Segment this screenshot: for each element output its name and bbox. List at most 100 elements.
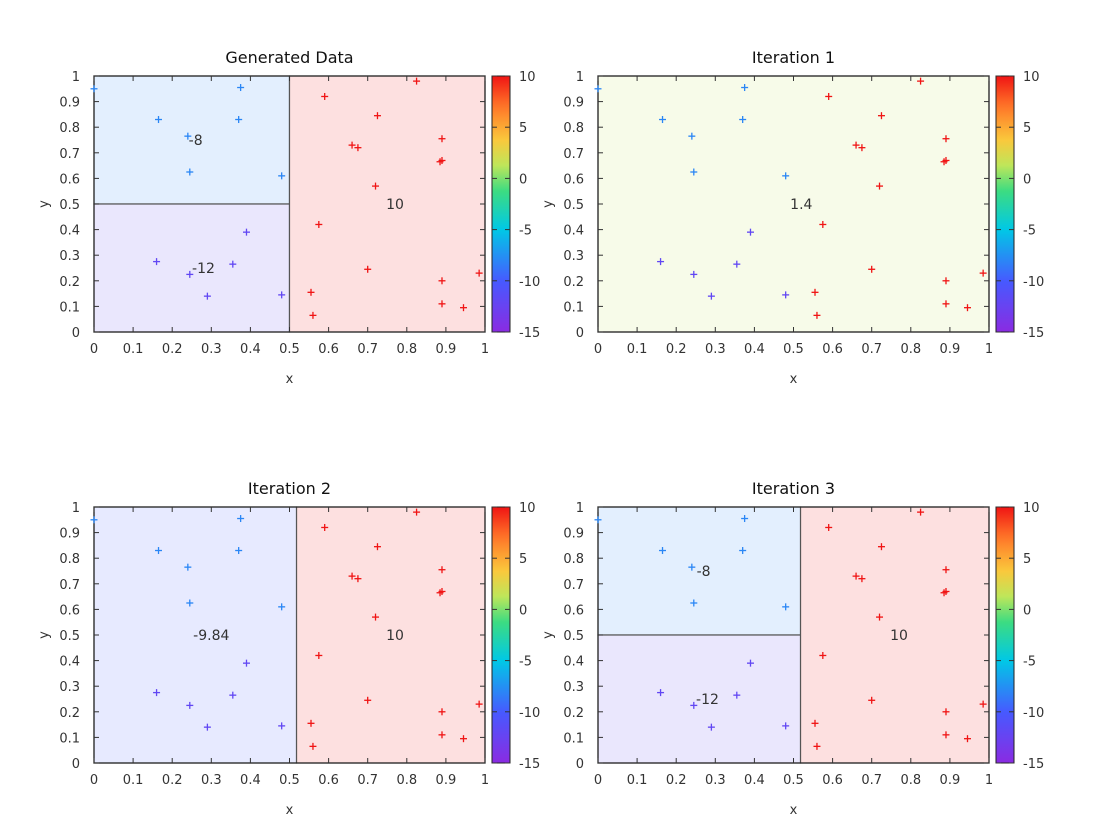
data-point [354,575,362,583]
y-axis-label: y [37,631,52,639]
x-tick-label: 0.5 [279,342,300,357]
data-point [278,291,286,299]
y-axis-label: y [541,631,556,639]
data-point [438,731,446,739]
colorbar-tick-label: 10 [1023,501,1040,516]
data-point [475,269,483,277]
data-point [942,300,950,308]
x-axis-label: x [286,372,294,387]
region-2 [597,634,802,764]
y-tick-label: 0 [72,326,80,341]
data-point [186,701,194,709]
y-tick-label: 0.3 [563,680,584,695]
x-tick-label: 0.8 [396,342,417,357]
data-point [739,547,747,555]
data-point [942,587,950,595]
data-point [917,77,925,85]
x-tick-label: 1 [985,773,993,788]
data-point [475,700,483,708]
chart-panel-3: Iteration 2 0 0.1 0.2 0.3 0.4 0.5 0.6 0.7 0.8 0.9 1… [37,479,540,818]
y-tick-label: 0.6 [563,603,584,618]
x-tick-label: 0.7 [357,342,378,357]
colorbar-tick-label: 5 [1023,552,1031,567]
data-point [307,719,315,727]
data-point [877,112,885,120]
data-point [184,563,192,571]
colorbar-tick-label: -15 [1023,326,1044,341]
colorbar [491,75,511,333]
x-tick-label: 0.2 [162,342,183,357]
data-point [782,722,790,730]
region-value-label: -8 [189,133,203,149]
chart-title: Iteration 1 [752,48,835,67]
x-tick-label: 0.9 [940,342,961,357]
data-point [963,735,971,743]
data-point [278,722,286,730]
data-point [315,651,323,659]
data-point [979,700,987,708]
y-tick-label: 0 [576,757,584,772]
colorbar-tick-label: -5 [519,224,532,239]
colorbar-tick-label: -10 [519,275,540,290]
data-point [825,92,833,100]
data-point [438,135,446,143]
y-tick-label: 0.3 [563,249,584,264]
data-point [459,735,467,743]
data-point [278,603,286,611]
data-point [707,292,715,300]
data-point [942,277,950,285]
x-tick-label: 0.5 [783,773,804,788]
data-point [733,260,741,268]
data-point [813,742,821,750]
data-point [438,708,446,716]
data-point [155,547,163,555]
data-point [858,575,866,583]
x-tick-label: 0.2 [162,773,183,788]
data-point [659,116,667,124]
colorbar-tick-label: 10 [519,501,536,516]
x-tick-label: 0.1 [123,342,144,357]
x-tick-label: 0.7 [357,773,378,788]
colorbar-tick-label: 0 [1023,603,1031,618]
data-point [203,292,211,300]
data-point [690,168,698,176]
data-point [186,168,194,176]
data-point [229,260,237,268]
region-value-label: 10 [386,628,404,644]
x-axis-label: x [286,803,294,818]
y-tick-label: 0.5 [59,629,80,644]
data-point [813,311,821,319]
data-point [819,651,827,659]
y-tick-label: 0.7 [563,578,584,593]
y-tick-label: 0.2 [563,275,584,290]
data-point [746,228,754,236]
y-tick-label: 0.1 [59,300,80,315]
y-tick-label: 0.9 [59,527,80,542]
x-tick-label: 0 [90,773,98,788]
y-tick-label: 0.1 [563,300,584,315]
region-2 [93,203,291,333]
data-point [438,587,446,595]
x-tick-label: 0.3 [705,342,726,357]
data-point [373,112,381,120]
data-point [739,116,747,124]
colorbar-tick-label: 0 [1023,172,1031,187]
x-tick-label: 0.6 [318,342,339,357]
x-tick-label: 0.1 [627,342,648,357]
data-point [203,723,211,731]
y-tick-label: 0.5 [59,198,80,213]
data-point [657,689,665,697]
x-tick-label: 0.8 [900,342,921,357]
data-point [979,269,987,277]
data-point [315,220,323,228]
data-point [942,135,950,143]
x-tick-label: 0.6 [822,342,843,357]
region-value-label: -9.84 [193,628,229,644]
data-point [811,288,819,296]
colorbar-tick-label: 10 [519,70,536,85]
y-axis-label: y [37,200,52,208]
data-point [321,523,329,531]
y-tick-label: 0.6 [563,172,584,187]
data-point [235,547,243,555]
data-point [90,85,98,93]
